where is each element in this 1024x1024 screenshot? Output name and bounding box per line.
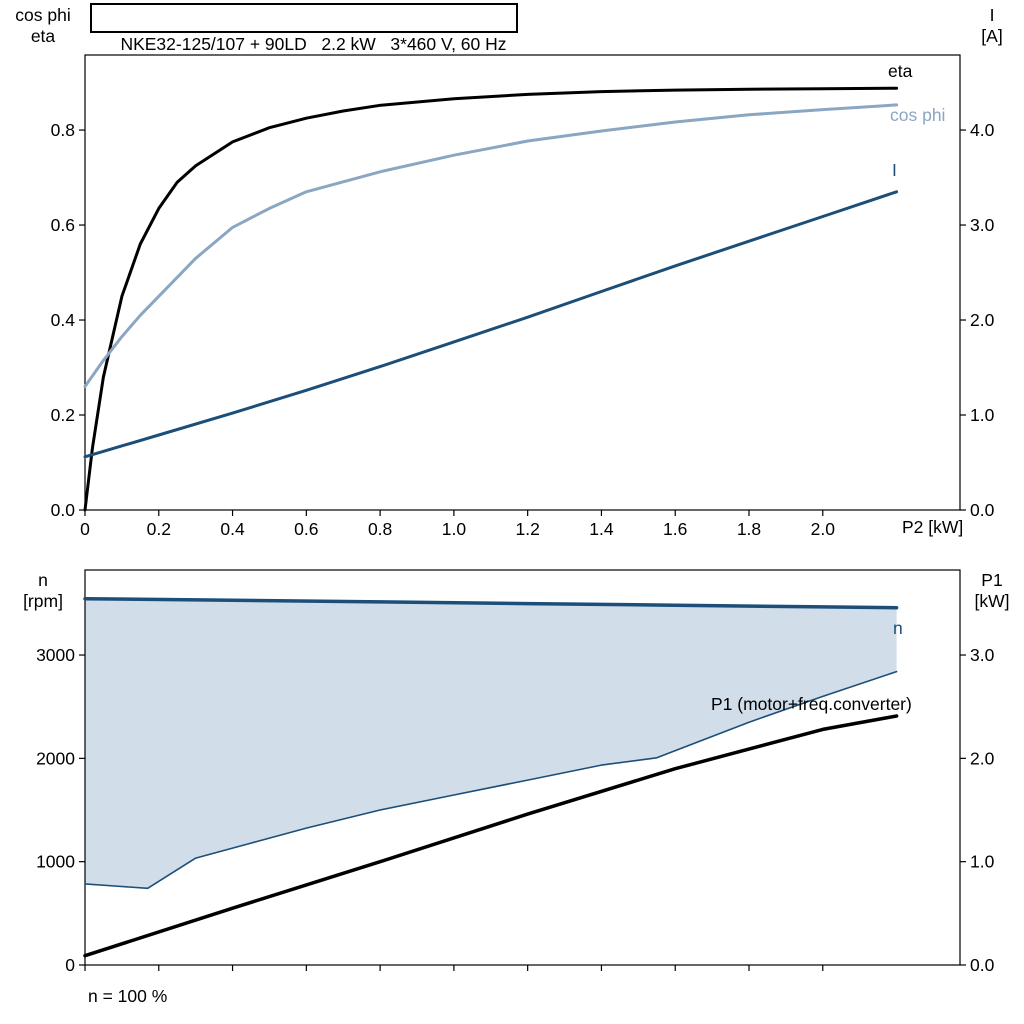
eta-curve-label: eta — [888, 61, 913, 81]
svg-text:0.8: 0.8 — [51, 120, 75, 140]
svg-text:2.0: 2.0 — [970, 748, 995, 768]
svg-text:0.2: 0.2 — [51, 405, 75, 425]
svg-text:3.0: 3.0 — [970, 645, 995, 665]
left-axis-title-line1: cos phi — [15, 5, 71, 25]
svg-text:1.6: 1.6 — [663, 519, 687, 539]
svg-text:0.2: 0.2 — [147, 519, 171, 539]
svg-text:1.0: 1.0 — [970, 852, 995, 872]
top-left-axis-title: cos phi eta — [6, 5, 80, 47]
power-axis-title-line1: P1 — [981, 570, 1003, 590]
svg-text:0.4: 0.4 — [51, 310, 76, 330]
svg-text:0: 0 — [65, 955, 75, 975]
bottom-left-axis-title: n [rpm] — [6, 570, 80, 612]
chart-title-box: NKE32-125/107 + 90LD 2.2 kW 3*460 V, 60 … — [90, 3, 518, 54]
x-axis-unit-label: P2 [kW] — [902, 517, 964, 537]
svg-text:0.4: 0.4 — [220, 519, 245, 539]
svg-text:1.4: 1.4 — [589, 519, 614, 539]
svg-text:3.0: 3.0 — [970, 215, 995, 235]
svg-text:0.6: 0.6 — [294, 519, 318, 539]
speed-curve-label: n — [893, 618, 903, 638]
right-axis-title-line2: [A] — [981, 26, 1003, 46]
svg-text:0.0: 0.0 — [970, 500, 995, 520]
svg-text:0.0: 0.0 — [51, 500, 76, 520]
p1-curve-label: P1 (motor+freq.converter) — [711, 694, 912, 714]
svg-text:1.0: 1.0 — [442, 519, 467, 539]
speed-footnote: n = 100 % — [88, 986, 168, 1006]
svg-text:1.8: 1.8 — [737, 519, 761, 539]
svg-text:2000: 2000 — [36, 748, 75, 768]
svg-text:2.0: 2.0 — [970, 310, 995, 330]
bottom-right-axis-title: P1 [kW] — [964, 570, 1020, 612]
current-curve-label: I — [892, 160, 897, 180]
power-axis-title-line2: [kW] — [974, 591, 1010, 611]
bottom-chart-speed-power: 0 1000 2000 3000 0.0 1.0 2.0 3.0 — [36, 569, 995, 975]
svg-text:2.0: 2.0 — [811, 519, 836, 539]
right-axis-title-line1: I — [989, 5, 995, 25]
svg-text:4.0: 4.0 — [970, 120, 995, 140]
svg-text:0.6: 0.6 — [51, 215, 75, 235]
svg-text:3000: 3000 — [36, 645, 75, 665]
speed-axis-title-line2: [rpm] — [23, 591, 63, 611]
top-chart-eta-cosphi-current: 0 0.2 0.4 0.6 0.8 1.0 1.2 1.4 1.6 1.8 2.0 0.0 0.2 0.4… — [51, 54, 995, 539]
svg-text:1.2: 1.2 — [516, 519, 540, 539]
svg-text:1000: 1000 — [36, 852, 75, 872]
top-right-axis-title: I [A] — [964, 5, 1020, 47]
speed-axis-title-line1: n — [38, 570, 48, 590]
chart-title: NKE32-125/107 + 90LD 2.2 kW 3*460 V, 60 … — [120, 34, 507, 54]
svg-text:0.0: 0.0 — [970, 955, 995, 975]
left-axis-title-line2: eta — [30, 26, 56, 46]
svg-text:0.8: 0.8 — [368, 519, 392, 539]
svg-text:0: 0 — [80, 519, 90, 539]
svg-text:1.0: 1.0 — [970, 405, 995, 425]
cos-phi-curve-label: cos phi — [890, 105, 946, 125]
